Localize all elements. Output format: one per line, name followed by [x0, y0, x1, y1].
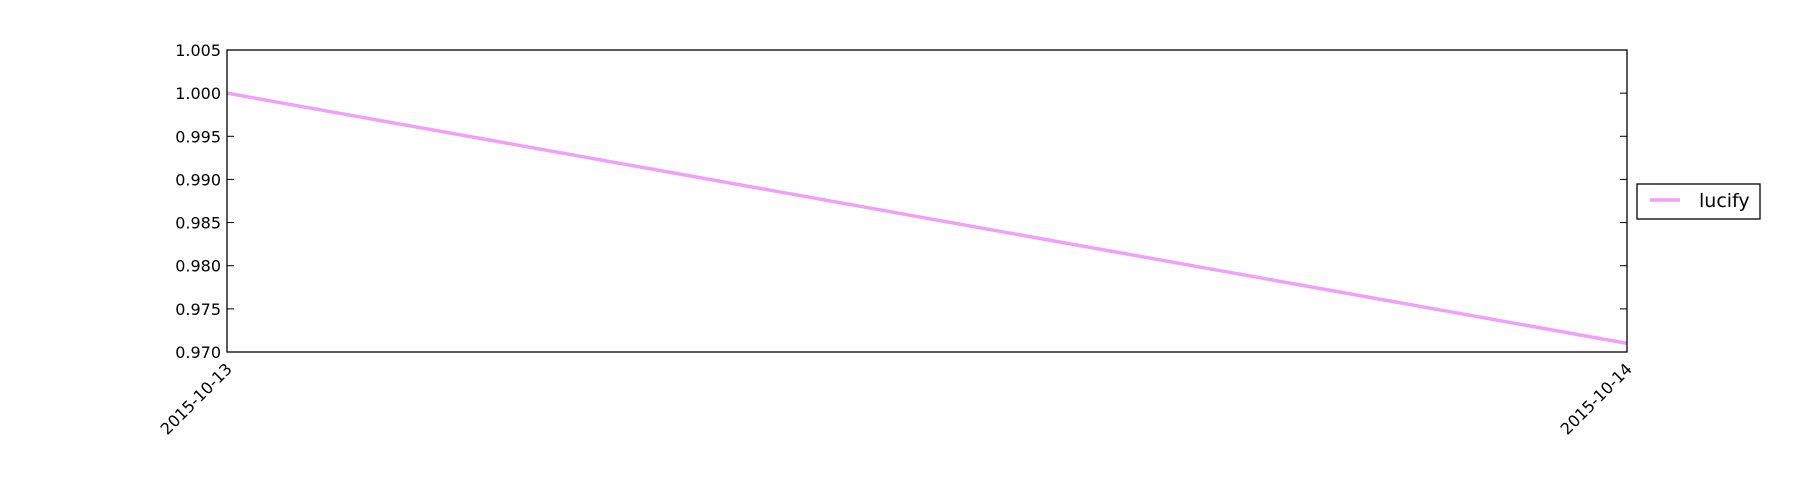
series-lines [226, 91, 1628, 346]
y-tick-label: 1.005 [175, 41, 221, 60]
y-tick-label: 1.000 [175, 84, 221, 103]
series-line-lucify [226, 91, 1628, 346]
y-axis-ticks: 0.970 0.975 0.980 0.985 0.990 0.995 1.000 1.005 [175, 41, 1627, 362]
x-axis-ticks: 2015-10-13 2015-10-14 [157, 50, 1636, 439]
y-tick-label: 0.980 [175, 257, 221, 276]
legend: lucify [1636, 183, 1761, 220]
x-tick-label: 2015-10-14 [1557, 359, 1636, 438]
y-tick-label: 0.975 [175, 300, 221, 319]
plot-area-frame [226, 49, 1628, 353]
legend-label-lucify: lucify [1699, 190, 1750, 212]
y-tick-label: 0.990 [175, 170, 221, 189]
y-tick-label: 0.970 [175, 343, 221, 362]
y-tick-label: 0.995 [175, 127, 221, 146]
y-tick-label: 0.985 [175, 214, 221, 233]
x-tick-label: 2015-10-13 [157, 359, 236, 438]
